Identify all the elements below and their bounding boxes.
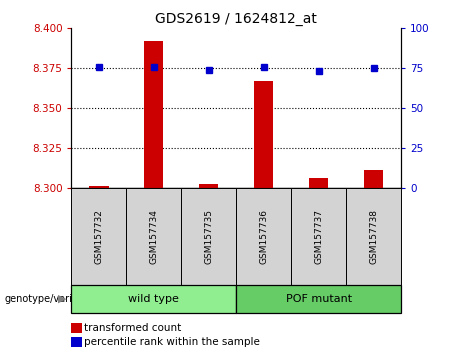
Bar bbox=[364, 170, 383, 188]
Bar bbox=[254, 81, 273, 188]
Text: wild type: wild type bbox=[129, 294, 179, 304]
Text: GSM157738: GSM157738 bbox=[369, 209, 378, 264]
Text: ▶: ▶ bbox=[59, 294, 67, 304]
Text: GSM157732: GSM157732 bbox=[95, 209, 103, 264]
Bar bbox=[199, 184, 219, 188]
Title: GDS2619 / 1624812_at: GDS2619 / 1624812_at bbox=[155, 12, 317, 26]
Text: GSM157736: GSM157736 bbox=[259, 209, 268, 264]
Text: transformed count: transformed count bbox=[84, 323, 182, 333]
Text: GSM157734: GSM157734 bbox=[149, 209, 159, 264]
Text: percentile rank within the sample: percentile rank within the sample bbox=[84, 337, 260, 347]
Text: GSM157735: GSM157735 bbox=[204, 209, 213, 264]
Text: GSM157737: GSM157737 bbox=[314, 209, 323, 264]
Text: POF mutant: POF mutant bbox=[286, 294, 352, 304]
Text: genotype/variation: genotype/variation bbox=[5, 294, 97, 304]
Bar bbox=[144, 41, 164, 188]
Bar bbox=[89, 186, 108, 188]
Bar bbox=[309, 178, 328, 188]
